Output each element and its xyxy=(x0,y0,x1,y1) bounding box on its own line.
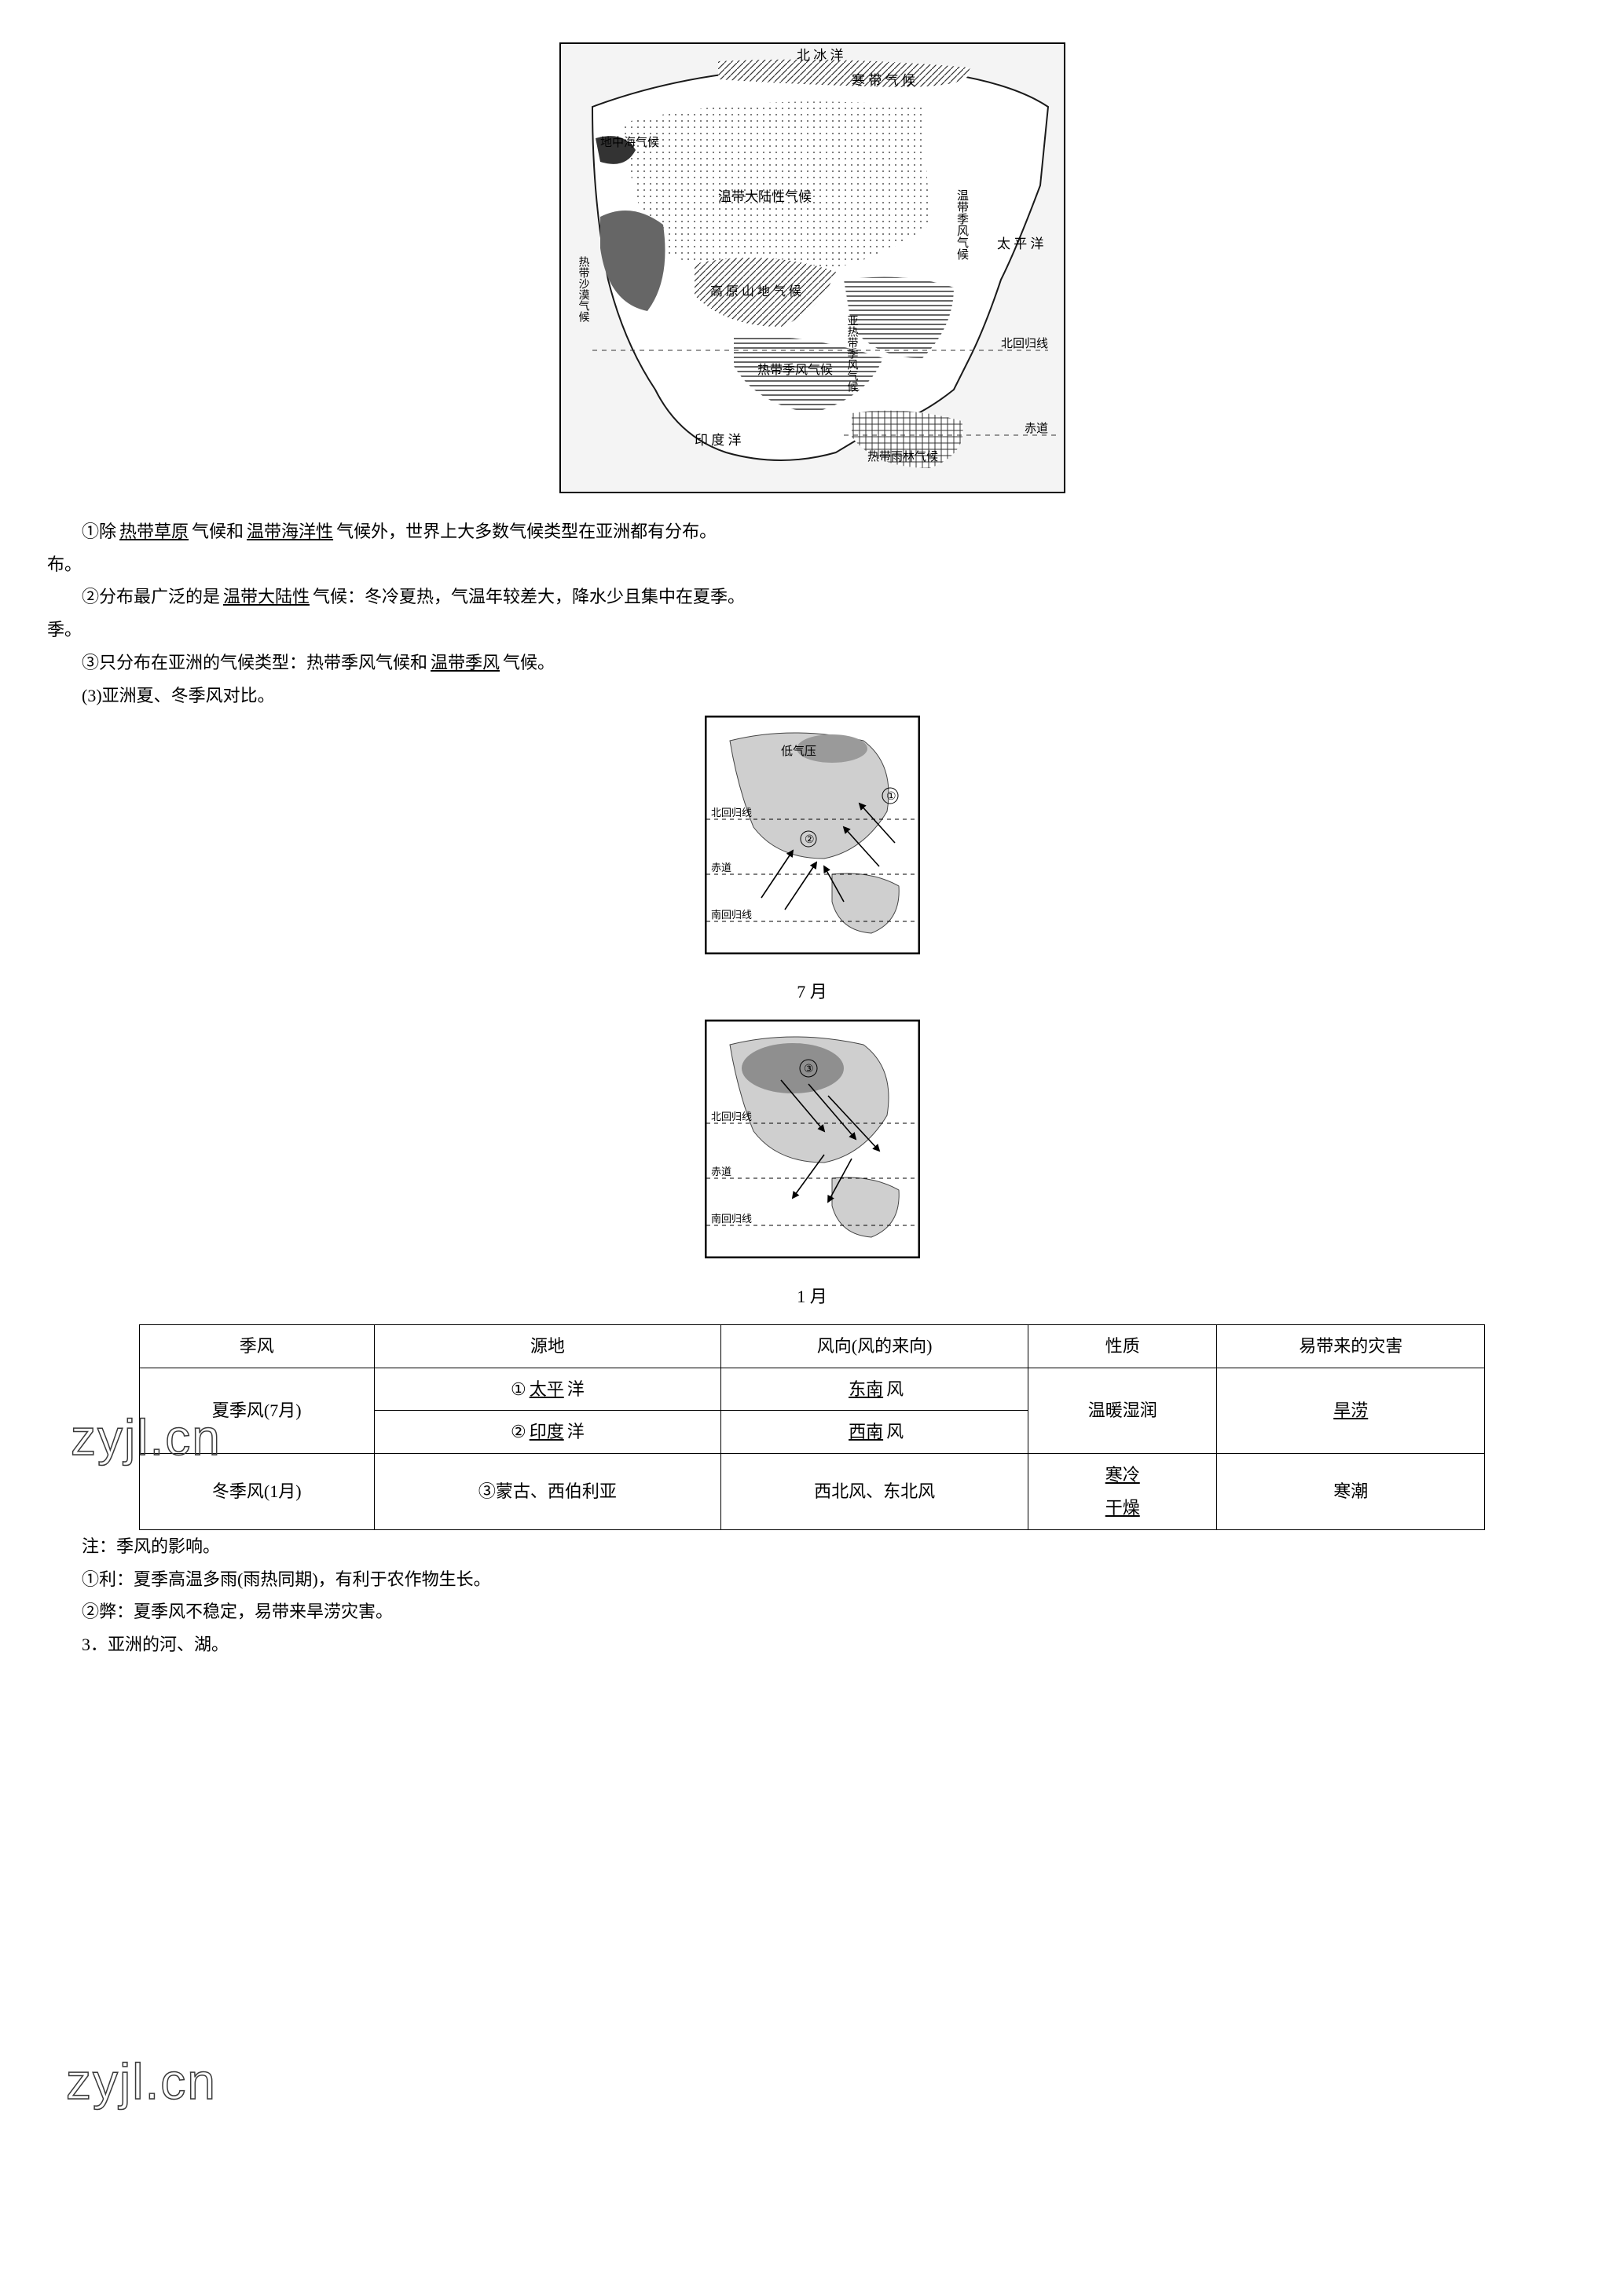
th-season: 季风 xyxy=(139,1324,374,1368)
p2-num: ②分布最广泛的是 xyxy=(82,587,220,606)
winter-prop: 寒冷 干燥 xyxy=(1028,1454,1217,1530)
notes-3: 3．亚洲的河、湖。 xyxy=(47,1628,1577,1661)
p3-blank: 温带季风 xyxy=(427,653,503,672)
svg-text:亚热带季风气候: 亚热带季风气候 xyxy=(845,315,858,392)
svg-text:寒 带 气 候: 寒 带 气 候 xyxy=(852,73,915,88)
p3-tail: 气候。 xyxy=(503,653,555,672)
para-1: ①除热带草原气候和温带海洋性气候外，世界上大多数气候类型在亚洲都有分布。 xyxy=(47,515,1577,548)
r2-src: ②印度洋 xyxy=(374,1411,720,1454)
th-source: 源地 xyxy=(374,1324,720,1368)
svg-text:②: ② xyxy=(805,834,815,846)
notes-2: ②弊：夏季风不稳定，易带来旱涝灾害。 xyxy=(47,1595,1577,1628)
para-2: ②分布最广泛的是温带大陆性气候：冬冷夏热，气温年较差大，降水少且集中在夏季。 xyxy=(47,580,1577,613)
summer-prop: 温暖湿润 xyxy=(1028,1368,1217,1454)
p1-mid1: 气候和 xyxy=(192,522,244,541)
th-direction: 风向(风的来向) xyxy=(721,1324,1028,1368)
svg-text:温带大陆性气候: 温带大陆性气候 xyxy=(718,189,812,204)
notes-1: ①利：夏季高温多雨(雨热同期)，有利于农作物生长。 xyxy=(47,1563,1577,1596)
july-caption: 7 月 xyxy=(47,976,1577,1009)
climate-map-svg: 北 冰 洋 寒 带 气 候 地中海气候 热带沙漠气候 温带大陆性气候 温带季风气… xyxy=(561,44,1064,492)
r3-src: ③蒙古、西伯利亚 xyxy=(374,1454,720,1530)
svg-text:赤道: 赤道 xyxy=(711,862,731,873)
summer-label: 夏季风(7月) xyxy=(139,1368,374,1454)
p1-blank1: 热带草原 xyxy=(116,522,192,541)
summer-dis: 旱涝 xyxy=(1217,1368,1485,1454)
winter-label: 冬季风(1月) xyxy=(139,1454,374,1530)
svg-text:太 平 洋: 太 平 洋 xyxy=(997,236,1044,251)
svg-text:热带季风气候: 热带季风气候 xyxy=(757,363,833,377)
p2-blank: 温带大陆性 xyxy=(220,587,313,606)
svg-text:北回归线: 北回归线 xyxy=(1001,337,1048,350)
r1-src: ①太平洋 xyxy=(374,1368,720,1411)
para-2-cont: 季。 xyxy=(47,613,1577,646)
r1-dir: 东南风 xyxy=(721,1368,1028,1411)
january-caption: 1 月 xyxy=(47,1280,1577,1313)
monsoon-table: 季风 源地 风向(风的来向) 性质 易带来的灾害 夏季风(7月) ①太平洋 东南… xyxy=(139,1324,1485,1530)
svg-text:低气压: 低气压 xyxy=(781,745,816,758)
p2-tail: 气候：冬冷夏热，气温年较差大，降水少且集中在夏季。 xyxy=(313,587,745,606)
table-row: 季风 源地 风向(风的来向) 性质 易带来的灾害 xyxy=(139,1324,1484,1368)
para-1-cont: 布。 xyxy=(47,548,1577,581)
january-map-figure: 北回归线 赤道 南回归线 ③ xyxy=(47,1020,1577,1269)
notes-head: 注：季风的影响。 xyxy=(47,1530,1577,1563)
winter-dir: 西北风、东北风 xyxy=(721,1454,1028,1530)
climate-map-frame: 北 冰 洋 寒 带 气 候 地中海气候 热带沙漠气候 温带大陆性气候 温带季风气… xyxy=(559,42,1065,493)
table-row: 冬季风(1月) ③蒙古、西伯利亚 西北风、东北风 寒冷 干燥 寒潮 xyxy=(139,1454,1484,1530)
july-map-figure: 低气压 北回归线 赤道 南回归线 ① ② xyxy=(47,716,1577,965)
svg-text:南回归线: 南回归线 xyxy=(711,1213,752,1225)
svg-text:北回归线: 北回归线 xyxy=(711,1111,752,1122)
climate-map-figure: 北 冰 洋 寒 带 气 候 地中海气候 热带沙漠气候 温带大陆性气候 温带季风气… xyxy=(47,42,1577,504)
svg-text:南回归线: 南回归线 xyxy=(711,909,752,921)
r2-dir: 西南风 xyxy=(721,1411,1028,1454)
svg-text:地中海气候: 地中海气候 xyxy=(600,136,659,149)
para-4: (3)亚洲夏、冬季风对比。 xyxy=(47,679,1577,712)
svg-text:热带雨林气候: 热带雨林气候 xyxy=(867,450,938,463)
svg-text:高 原 山 地 气 候: 高 原 山 地 气 候 xyxy=(710,284,801,298)
th-property: 性质 xyxy=(1028,1324,1217,1368)
th-disaster: 易带来的灾害 xyxy=(1217,1324,1485,1368)
p1-num: ①除 xyxy=(82,522,116,541)
svg-text:赤道: 赤道 xyxy=(711,1166,731,1177)
january-map-svg: 北回归线 赤道 南回归线 ③ xyxy=(706,1021,918,1257)
svg-text:赤道: 赤道 xyxy=(1025,422,1048,435)
svg-text:③: ③ xyxy=(804,1064,814,1075)
winter-dis: 寒潮 xyxy=(1217,1454,1485,1530)
para-3: ③只分布在亚洲的气候类型：热带季风气候和温带季风气候。 xyxy=(47,646,1577,679)
table-row: 夏季风(7月) ①太平洋 东南风 温暖湿润 旱涝 xyxy=(139,1368,1484,1411)
p1-blank2: 温带海洋性 xyxy=(244,522,336,541)
p1-tail: 气候外，世界上大多数气候类型在亚洲都有分布。 xyxy=(336,522,717,541)
svg-text:北 冰 洋: 北 冰 洋 xyxy=(797,48,844,63)
svg-text:热带沙漠气候: 热带沙漠气候 xyxy=(577,256,589,322)
july-map-svg: 低气压 北回归线 赤道 南回归线 ① ② xyxy=(706,717,918,953)
svg-text:北回归线: 北回归线 xyxy=(711,807,752,818)
p3-num: ③只分布在亚洲的气候类型：热带季风气候和 xyxy=(82,653,427,672)
svg-text:印 度 洋: 印 度 洋 xyxy=(695,433,742,448)
watermark-2: zyjl.cn xyxy=(66,2034,217,2130)
svg-text:①: ① xyxy=(886,791,896,803)
svg-text:温带季风气候: 温带季风气候 xyxy=(955,189,969,260)
